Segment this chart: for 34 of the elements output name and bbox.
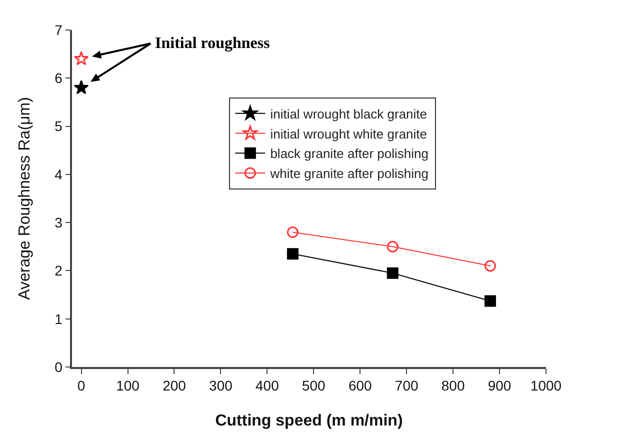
point xyxy=(286,226,298,238)
x-tick-label: 1000 xyxy=(530,378,562,394)
legend-label: black granite after polishing xyxy=(270,146,428,162)
point xyxy=(386,240,398,252)
y-tick-label: 5 xyxy=(54,118,63,134)
legend-label: white granite after polishing xyxy=(269,166,428,182)
x-tick-label: 400 xyxy=(256,378,280,394)
point xyxy=(74,80,89,94)
point xyxy=(286,248,298,260)
x-tick-label: 500 xyxy=(302,378,326,394)
point xyxy=(484,295,496,307)
point xyxy=(484,260,496,272)
y-tick-label: 3 xyxy=(54,214,63,230)
y-tick-label: 4 xyxy=(54,166,63,182)
y-tick-label: 1 xyxy=(54,310,63,327)
y-tick-label: 6 xyxy=(54,70,63,86)
x-tick-label: 300 xyxy=(209,378,233,394)
x-tick-label: 600 xyxy=(348,378,372,394)
legend-label: initial wrought black granite xyxy=(270,106,428,122)
y-axis-title: Average Roughness Ra(μm) xyxy=(16,97,34,300)
x-tick-label: 100 xyxy=(116,378,140,394)
x-tick-label: 200 xyxy=(162,378,186,394)
annotation: Initial roughness xyxy=(155,35,270,52)
x-tick-label: 800 xyxy=(441,378,465,394)
point xyxy=(386,267,398,279)
x-tick-label: 900 xyxy=(488,378,512,394)
legend-label: initial wrought white granite xyxy=(270,126,428,142)
y-tick-label: 2 xyxy=(54,262,63,279)
x-tick-label: 700 xyxy=(394,378,418,394)
y-tick-label: 0 xyxy=(54,358,63,375)
y-tick-label: 7 xyxy=(54,22,63,38)
x-tick-label: 0 xyxy=(77,378,86,394)
x-axis-title: Cutting speed (m m/min) xyxy=(215,412,403,430)
point xyxy=(74,51,89,66)
